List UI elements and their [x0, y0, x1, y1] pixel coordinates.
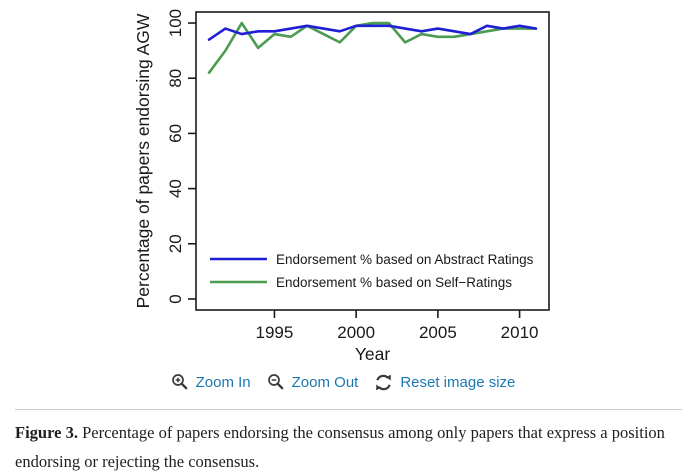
image-toolbar: Zoom In Zoom Out Reset image size: [0, 369, 686, 395]
reset-image-size-label: Reset image size: [400, 373, 516, 391]
zoom-in-icon: [171, 373, 189, 391]
svg-text:0: 0: [166, 294, 185, 303]
svg-text:1995: 1995: [256, 323, 294, 342]
reset-refresh-icon: [374, 373, 393, 392]
svg-text:80: 80: [166, 69, 185, 88]
svg-text:60: 60: [166, 124, 185, 143]
svg-text:Percentage of papers endorsing: Percentage of papers endorsing AGW: [133, 13, 153, 308]
figure-caption-label: Figure 3.: [15, 423, 78, 442]
figure-caption-text: Percentage of papers endorsing the conse…: [15, 423, 665, 471]
zoom-out-icon: [267, 373, 285, 391]
figure-caption: Figure 3. Percentage of papers endorsing…: [15, 409, 682, 475]
zoom-out-label: Zoom Out: [291, 373, 359, 391]
svg-text:2005: 2005: [419, 323, 457, 342]
reset-image-size-button[interactable]: Reset image size: [374, 373, 515, 392]
svg-text:2000: 2000: [337, 323, 375, 342]
figure-image[interactable]: 1995 2000 2005 2010 0 20 40 60 80 100 Year Percenta…: [0, 0, 686, 365]
svg-text:Year: Year: [355, 344, 391, 364]
svg-text:Endorsement % based on Self−Ra: Endorsement % based on Self−Ratings: [276, 275, 512, 290]
svg-text:100: 100: [166, 9, 185, 37]
svg-text:40: 40: [166, 179, 185, 198]
zoom-out-button[interactable]: Zoom Out: [267, 373, 359, 391]
zoom-in-button[interactable]: Zoom In: [171, 373, 251, 391]
svg-text:20: 20: [166, 234, 185, 253]
figure-chart: 1995 2000 2005 2010 0 20 40 60 80 100 Year Percenta…: [133, 9, 550, 364]
zoom-in-label: Zoom In: [195, 373, 251, 391]
svg-text:2010: 2010: [501, 323, 539, 342]
svg-text:Endorsement % based on Abstrac: Endorsement % based on Abstract Ratings: [276, 252, 534, 267]
